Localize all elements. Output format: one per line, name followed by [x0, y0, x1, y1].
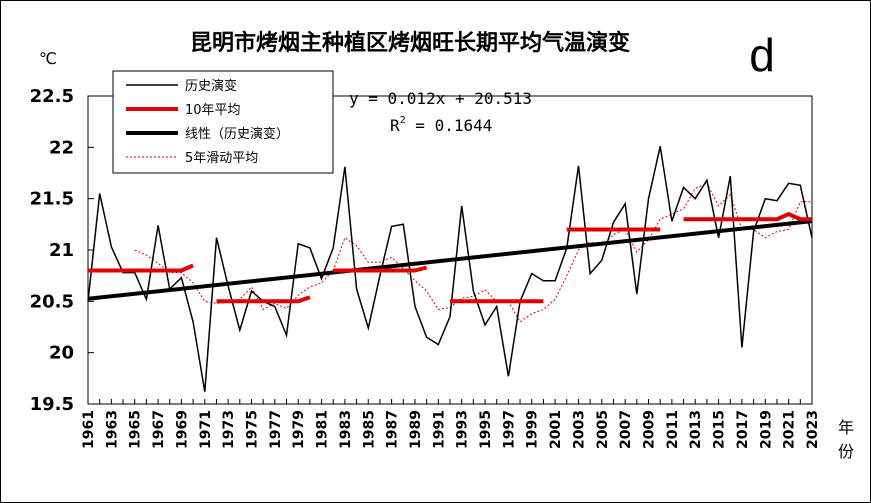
- x-tick-label: 1981: [315, 410, 331, 449]
- x-tick-label: 2015: [712, 410, 728, 449]
- x-tick-label: 1961: [81, 410, 97, 449]
- x-tick-label: 1971: [198, 410, 214, 449]
- legend: 历史演变 10年平均 线性（历史演变） 5年滑动平均: [112, 70, 334, 174]
- r2-value: = 0.1644: [406, 116, 493, 135]
- y-axis-ticks: 19.5 20 20.5 21 21.5 22 22.5: [30, 86, 94, 415]
- decade-average-segment: [683, 212, 812, 222]
- x-tick-label: 1977: [268, 410, 284, 449]
- decade-average-segment: [88, 263, 194, 273]
- y-tick-label: 19.5: [30, 394, 74, 415]
- y-tick-label: 20.5: [30, 291, 74, 312]
- x-tick-label: 1993: [455, 410, 471, 449]
- legend-label-history: 历史演变: [185, 78, 237, 94]
- x-tick-label: 1997: [501, 410, 517, 449]
- x-tick-label: 2005: [595, 410, 611, 449]
- x-tick-label: 1999: [525, 410, 541, 449]
- x-tick-label: 2013: [688, 410, 704, 449]
- legend-label-moving: 5年滑动平均: [185, 151, 258, 166]
- r2-prefix: R: [390, 116, 400, 135]
- series-line-history: [87, 146, 813, 392]
- x-tick-label: 1965: [128, 410, 144, 449]
- trend-equation: y = 0.012x + 20.513: [349, 89, 532, 108]
- x-axis-label-char-2: 份: [838, 442, 854, 461]
- x-tick-label: 1989: [408, 410, 424, 449]
- x-tick-label: 1983: [338, 410, 354, 449]
- decade-average-segment: [216, 295, 311, 304]
- legend-label-decade: 10年平均: [185, 103, 241, 118]
- x-axis-ticks: 1961 1963 1965 1967 1969 1971 1973 1975 1977 1979…: [81, 399, 821, 449]
- x-tick-label: 1963: [104, 410, 120, 449]
- x-tick-label: 1975: [244, 410, 260, 449]
- x-tick-label: 2017: [735, 410, 751, 449]
- x-tick-label: 1985: [361, 410, 377, 449]
- x-tick-label: 2007: [618, 410, 634, 449]
- chart-title: 昆明市烤烟主种植区烤烟旺长期平均气温演变: [190, 30, 630, 56]
- series-line-linear-trend: [87, 219, 813, 301]
- x-tick-label: 1991: [431, 410, 447, 449]
- x-tick-label: 2003: [571, 410, 587, 449]
- x-tick-label: 2019: [758, 410, 774, 449]
- decade-average-segment: [333, 265, 428, 273]
- y-tick-label: 21.5: [30, 189, 74, 210]
- series-layer: [87, 146, 813, 392]
- x-tick-label: 1987: [385, 410, 401, 449]
- y-axis-unit: ℃: [39, 49, 57, 68]
- y-tick-label: 21: [49, 240, 74, 261]
- x-tick-label: 1969: [174, 410, 190, 449]
- y-tick-label: 22: [49, 137, 74, 158]
- x-tick-label: 1973: [221, 410, 237, 449]
- x-tick-label: 1979: [291, 410, 307, 449]
- x-tick-label: 2021: [782, 410, 798, 449]
- legend-box: [112, 70, 334, 174]
- y-tick-label: 20: [49, 343, 74, 364]
- panel-label: d: [749, 29, 775, 81]
- x-tick-label: 2001: [548, 410, 564, 449]
- series-line-moving-average: [134, 182, 812, 323]
- y-tick-label: 22.5: [30, 86, 74, 107]
- r2-superscript: 2: [400, 115, 406, 126]
- x-axis-label-char-1: 年: [838, 418, 854, 437]
- x-tick-label: 1995: [478, 410, 494, 449]
- x-tick-label: 1967: [151, 410, 167, 449]
- trend-r-squared: R2 = 0.1644: [390, 115, 492, 135]
- x-tick-label: 2011: [665, 410, 681, 449]
- legend-label-trend: 线性（历史演变）: [185, 126, 289, 142]
- x-tick-label: 2009: [642, 410, 658, 449]
- x-tick-label: 2023: [805, 410, 821, 449]
